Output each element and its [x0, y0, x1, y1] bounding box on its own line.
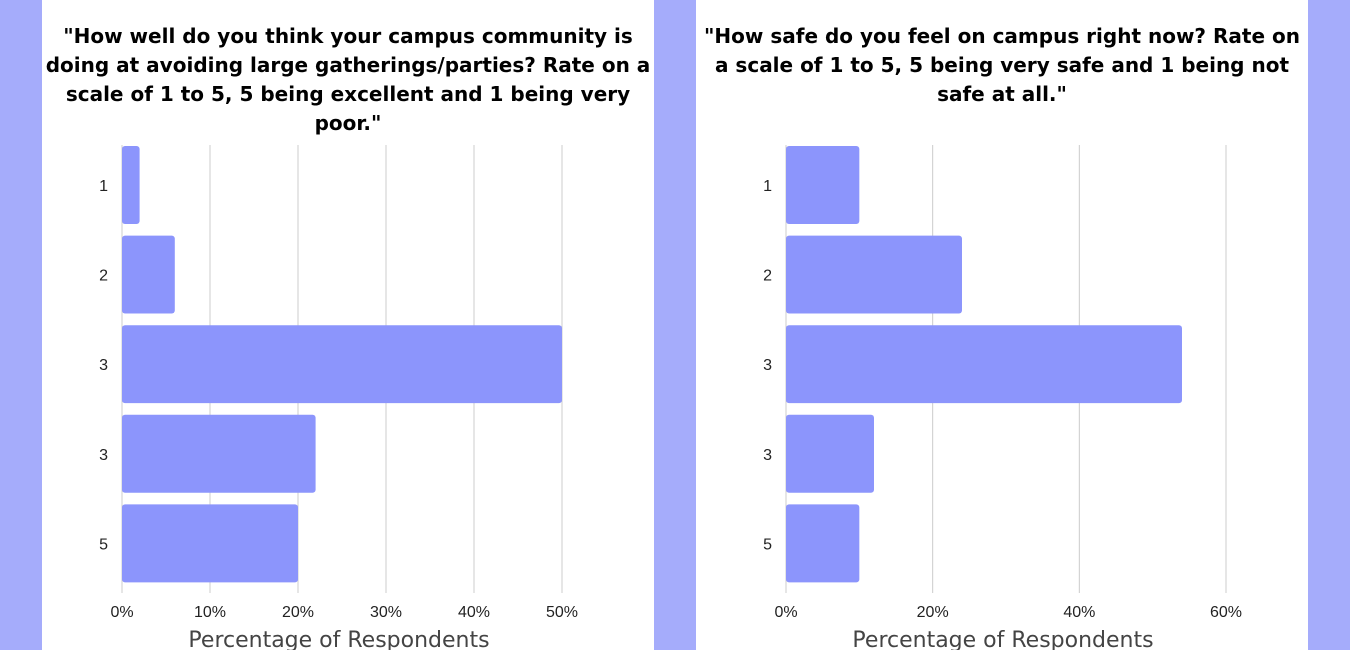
category-label: 3 [763, 357, 772, 374]
x-tick-label: 20% [917, 604, 949, 621]
category-label: 5 [763, 536, 772, 553]
bar [122, 146, 140, 224]
x-tick-label: 40% [458, 604, 490, 621]
bar [786, 235, 962, 314]
bar [786, 325, 1182, 404]
category-label: 1 [99, 178, 108, 195]
x-tick-label: 0% [110, 604, 133, 621]
category-label: 2 [99, 268, 108, 285]
chart-panel-right: "How safe do you feel on campus right no… [696, 0, 1308, 650]
x-tick-label: 30% [370, 604, 402, 621]
chart-title-left: "How well do you think your campus commu… [45, 24, 651, 135]
chart-panel-left: "How well do you think your campus commu… [42, 0, 654, 650]
x-tick-label: 0% [774, 604, 797, 621]
x-tick-label: 50% [546, 604, 578, 621]
bar [786, 504, 860, 583]
x-tick-label: 20% [282, 604, 314, 621]
bar [122, 235, 175, 314]
chart-title-right: "How safe do you feel on campus right no… [704, 24, 1300, 106]
category-label: 3 [99, 447, 108, 464]
category-label: 5 [99, 536, 108, 553]
bar-chart-right: 1 2 3 3 5 0% 20% 40% 60% Percentage of Respondent… [763, 145, 1242, 650]
bar [786, 414, 874, 493]
bar [786, 146, 860, 224]
x-tick-label: 10% [194, 604, 226, 621]
category-label: 2 [763, 268, 772, 285]
category-label: 3 [99, 357, 108, 374]
bar [122, 504, 298, 583]
category-label: 3 [763, 447, 772, 464]
category-label: 1 [763, 178, 772, 195]
bar [122, 414, 316, 493]
x-tick-label: 40% [1063, 604, 1095, 621]
bar [122, 325, 562, 404]
x-axis-title: Percentage of Respondents [852, 628, 1153, 650]
x-axis-title: Percentage of Respondents [188, 628, 489, 650]
x-tick-label: 60% [1210, 604, 1242, 621]
